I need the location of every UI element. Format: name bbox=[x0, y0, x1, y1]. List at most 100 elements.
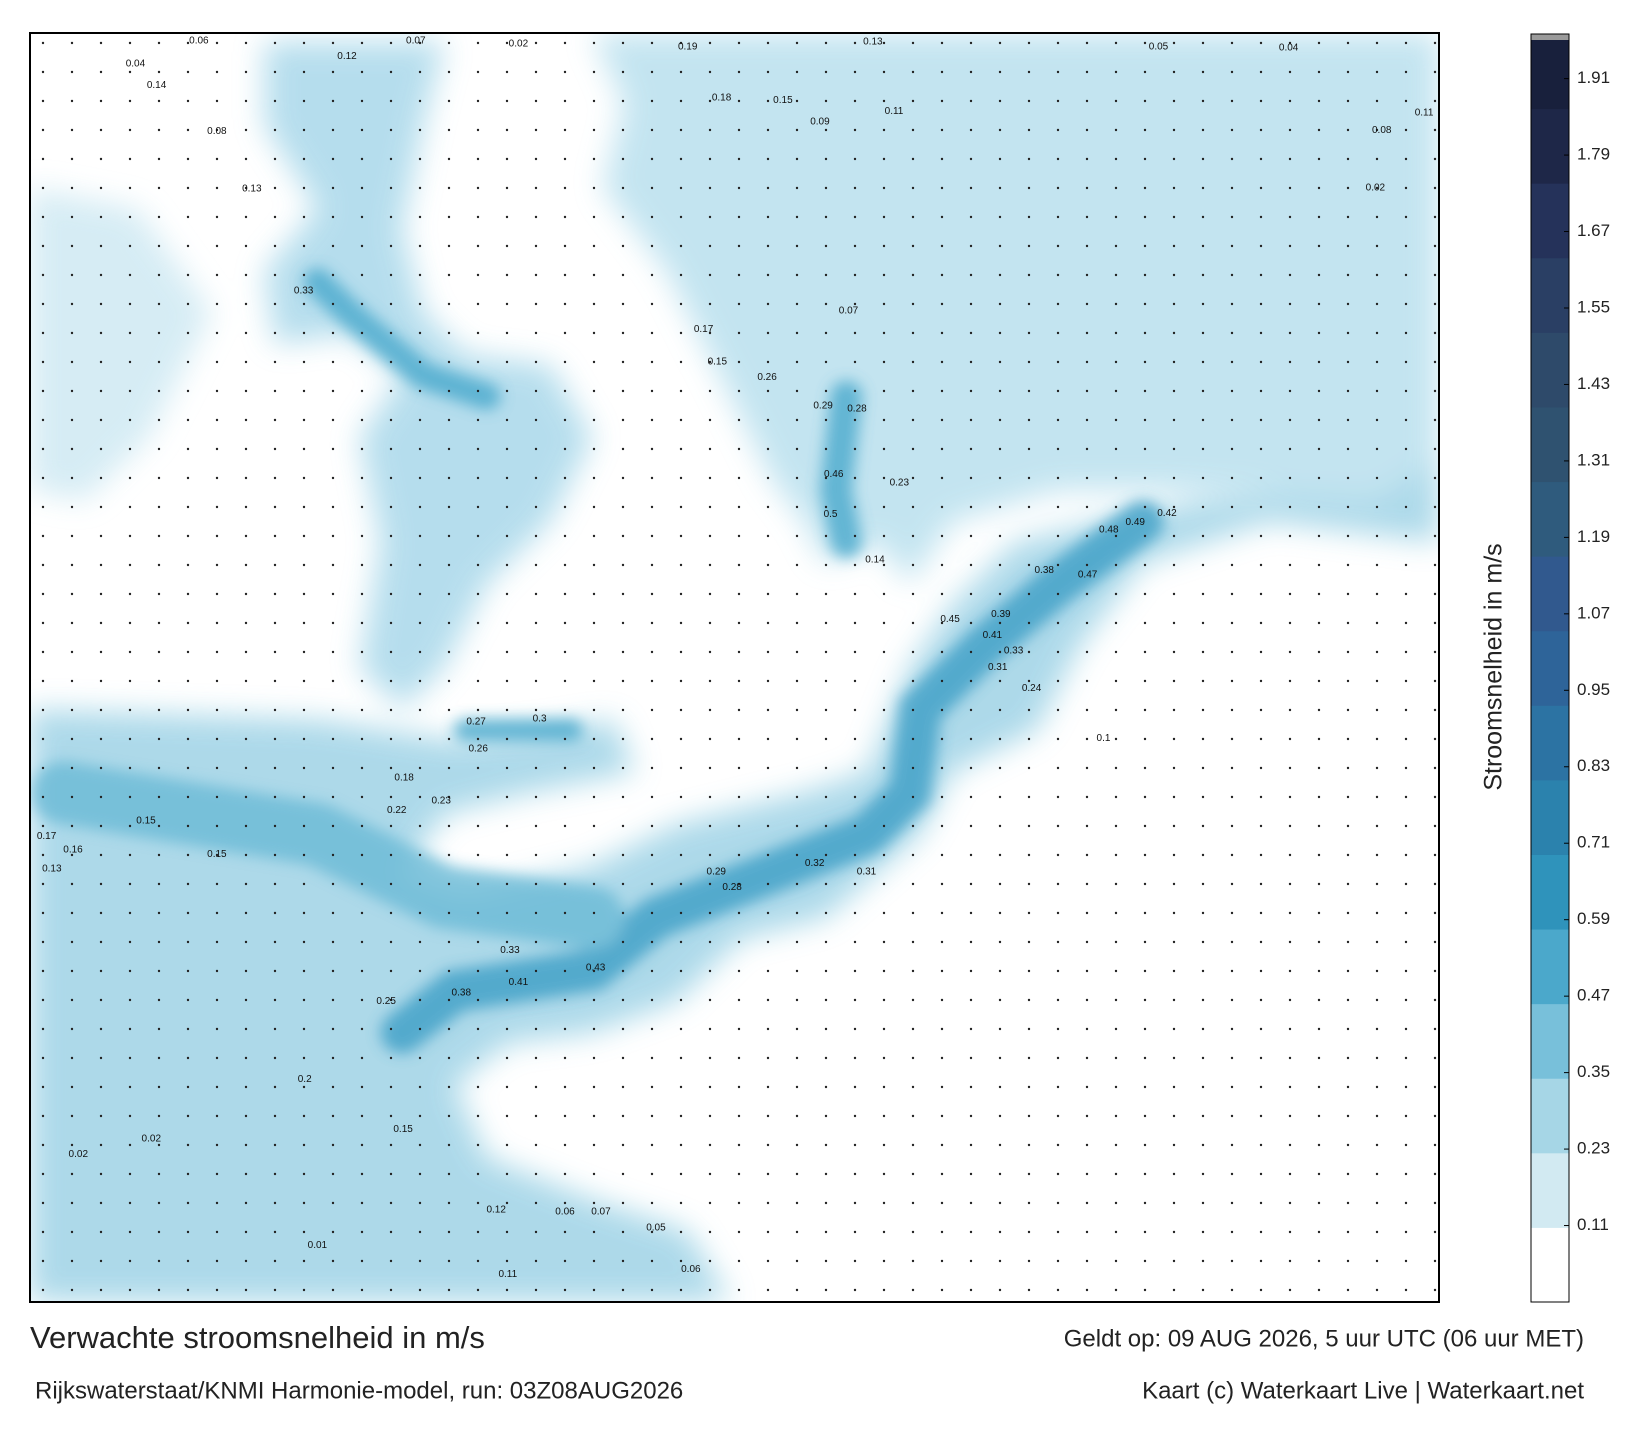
speed-label: 0.5 bbox=[824, 509, 838, 520]
colorbar-band bbox=[1531, 779, 1569, 855]
speed-label: 0.07 bbox=[839, 305, 859, 316]
colorbar-band bbox=[1531, 705, 1569, 781]
speed-label: 0.15 bbox=[207, 849, 227, 860]
speed-label: 0.45 bbox=[940, 614, 960, 625]
speed-label: 0.02 bbox=[142, 1134, 162, 1145]
speed-label: 0.38 bbox=[1035, 565, 1055, 576]
speed-label: 0.14 bbox=[865, 555, 885, 566]
speed-label: 0.11 bbox=[498, 1269, 517, 1280]
speed-label: 0.02 bbox=[509, 38, 529, 49]
speed-label: 0.31 bbox=[988, 662, 1008, 673]
speed-label: 0.43 bbox=[586, 963, 606, 974]
speed-label: 0.05 bbox=[646, 1222, 666, 1233]
speed-label: 0.11 bbox=[885, 106, 904, 117]
colorbar-band bbox=[1531, 630, 1569, 706]
colorbar-band bbox=[1531, 481, 1569, 557]
speed-label: 0.18 bbox=[394, 773, 414, 784]
colorbar-tick-label: 0.23 bbox=[1577, 1139, 1610, 1158]
map: 0.06 0.07 0.02 0.19 0.13 0.05 0.040.040.140.12… bbox=[30, 33, 1439, 1302]
speed-label: 0.04 bbox=[1279, 43, 1299, 54]
speed-label: 0.26 bbox=[757, 372, 777, 383]
colorbar-band bbox=[1531, 257, 1569, 333]
speed-label: 0.39 bbox=[991, 609, 1011, 620]
colorbar-band bbox=[1531, 332, 1569, 408]
speed-label: 0.33 bbox=[1004, 645, 1024, 656]
colorbar-band bbox=[1531, 108, 1569, 184]
colorbar-tick-label: 0.95 bbox=[1577, 680, 1610, 699]
footer-title: Verwachte stroomsnelheid in m/s bbox=[30, 1320, 485, 1355]
speed-label: 0.41 bbox=[983, 630, 1003, 641]
colorbar-band bbox=[1531, 406, 1569, 483]
speed-label: 0.29 bbox=[813, 400, 833, 411]
colorbar-tick-label: 0.35 bbox=[1577, 1062, 1610, 1081]
colorbar-band bbox=[1531, 556, 1569, 632]
colorbar-tick-label: 1.43 bbox=[1577, 374, 1610, 393]
colorbar-tick-label: 1.91 bbox=[1577, 68, 1610, 87]
colorbar-band bbox=[1531, 1003, 1569, 1079]
speed-label: 0.09 bbox=[810, 117, 830, 128]
footer-credit: Kaart (c) Waterkaart Live | Waterkaart.n… bbox=[1142, 1377, 1584, 1404]
speed-label: 0.06 bbox=[681, 1264, 701, 1275]
colorbar-band bbox=[1531, 34, 1569, 110]
colorbar-tick-label: 1.19 bbox=[1577, 527, 1610, 546]
colorbar-tick-label: 1.79 bbox=[1577, 145, 1610, 164]
colorbar: 0.11 0.23 0.35 0.47 0.59 0.71 0.83 0.95 1.07 1.19… bbox=[1530, 33, 1610, 1303]
speed-label: 0.33 bbox=[500, 945, 520, 956]
speed-label: 0.14 bbox=[147, 80, 167, 91]
speed-label: 0.13 bbox=[863, 36, 883, 47]
colorbar-band bbox=[1531, 854, 1569, 930]
speed-label: 0.29 bbox=[707, 867, 727, 878]
speed-label: 0.3 bbox=[533, 713, 547, 724]
speed-label: 0.22 bbox=[387, 805, 407, 816]
colorbar-tick-label: 0.83 bbox=[1577, 756, 1610, 775]
colorbar-tick-label: 1.55 bbox=[1577, 297, 1610, 316]
speed-label: 0.31 bbox=[857, 867, 877, 878]
speed-label: 0.02 bbox=[1366, 182, 1386, 193]
speed-label: 0.15 bbox=[773, 95, 793, 106]
colorbar-band bbox=[1531, 1078, 1569, 1154]
speed-label: 0.24 bbox=[1022, 683, 1042, 694]
speed-label: 0.46 bbox=[824, 469, 844, 480]
speed-label: 0.38 bbox=[452, 988, 472, 999]
speed-label: 0.18 bbox=[712, 93, 732, 104]
colorbar-title: Stroomsnelheid in m/s bbox=[1480, 543, 1508, 790]
speed-label: 0.48 bbox=[1099, 524, 1119, 535]
colorbar-tick-label: 0.11 bbox=[1577, 1215, 1609, 1234]
speed-label: 0.28 bbox=[847, 403, 867, 414]
colorbar-cap bbox=[1531, 34, 1569, 40]
speed-label: 0.11 bbox=[1415, 107, 1434, 118]
speed-label: 0.17 bbox=[694, 324, 714, 335]
speed-label: 0.47 bbox=[1078, 569, 1098, 580]
speed-label: 0.17 bbox=[37, 831, 57, 842]
speed-label: 0.15 bbox=[393, 1124, 413, 1135]
speed-label: 0.41 bbox=[509, 977, 529, 988]
speed-label: 0.27 bbox=[466, 716, 486, 727]
speed-label: 0.12 bbox=[337, 51, 357, 62]
colorbar-tick-label: 1.67 bbox=[1577, 221, 1610, 240]
speed-label: 0.12 bbox=[486, 1205, 506, 1216]
colorbar-tick-label: 1.31 bbox=[1577, 450, 1610, 469]
speed-label: 0.02 bbox=[69, 1149, 89, 1160]
colorbar-band bbox=[1531, 929, 1569, 1005]
speed-label: 0.07 bbox=[591, 1207, 611, 1218]
colorbar-tick-label: 0.47 bbox=[1577, 986, 1610, 1005]
speed-label: 0.26 bbox=[468, 744, 488, 755]
map-frame bbox=[29, 32, 1440, 1303]
speed-label: 0.1 bbox=[1097, 733, 1111, 744]
speed-label: 0.01 bbox=[308, 1240, 328, 1251]
speed-label: 0.15 bbox=[708, 357, 728, 368]
speed-label: 0.13 bbox=[242, 183, 262, 194]
footer-valid: Geldt op: 09 AUG 2026, 5 uur UTC (06 uur… bbox=[1064, 1325, 1584, 1352]
speed-label: 0.32 bbox=[805, 858, 825, 869]
footer-source: Rijkswaterstaat/KNMI Harmonie-model, run… bbox=[35, 1377, 683, 1404]
speed-label: 0.08 bbox=[207, 126, 227, 137]
colorbar-frame bbox=[1530, 33, 1570, 1303]
colorbar-tick-label: 1.07 bbox=[1577, 603, 1610, 622]
speed-label: 0.33 bbox=[294, 286, 314, 297]
colorbar-tick-label: 0.71 bbox=[1577, 833, 1610, 852]
speed-label: 0.28 bbox=[722, 882, 742, 893]
colorbar-band bbox=[1531, 1227, 1569, 1303]
speed-label: 0.2 bbox=[298, 1074, 312, 1085]
speed-label: 0.19 bbox=[678, 42, 698, 53]
speed-label: 0.49 bbox=[1125, 517, 1145, 528]
